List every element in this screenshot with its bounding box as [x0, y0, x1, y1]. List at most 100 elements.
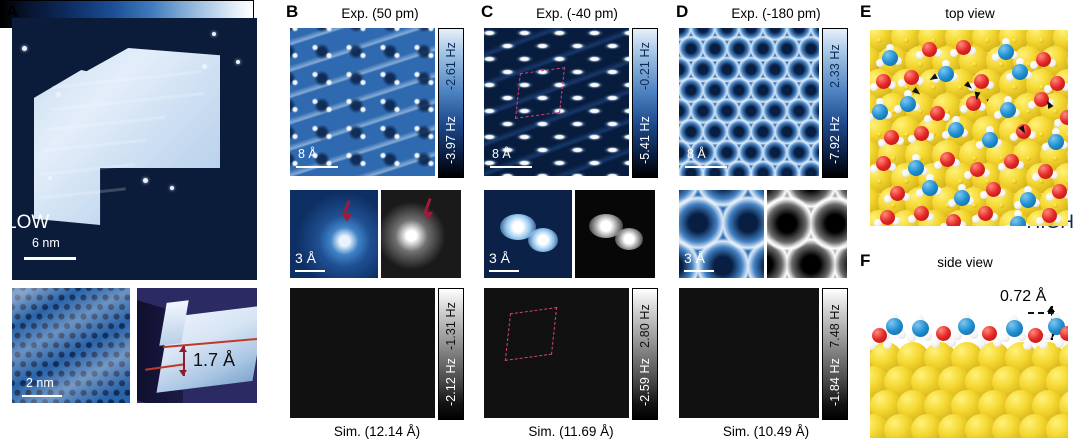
oxygen-atom [872, 328, 887, 343]
hydrogen-atom [969, 330, 978, 339]
gold-atom [1059, 390, 1068, 422]
panel-c-zoom-exp-image: 3 Å [484, 190, 572, 278]
hydrogen-atom [972, 215, 980, 223]
hydrogen-atom [870, 113, 874, 121]
panel-a-atomic-resolution-image: 2 nm [12, 288, 130, 403]
hydrogen-atom [894, 105, 902, 113]
panel-c-zoom-exp-lobe-small [528, 228, 558, 252]
oxygen-atom [880, 210, 895, 225]
gold-atom-small [998, 155, 1004, 161]
hydrogen-atom [1046, 99, 1054, 107]
hydrogen-atom [1052, 128, 1060, 136]
panel-c-sim-unitcell-marker [504, 307, 558, 361]
hydrogen-atom [931, 339, 940, 348]
nitrogen-atom [998, 44, 1014, 60]
hydrogen-atom [940, 223, 948, 226]
hydrogen-atom [947, 338, 956, 347]
gold-atom-small [904, 38, 909, 43]
gold-atom [1066, 92, 1068, 123]
panel-c-sim-colorbar: 2.80 Hz -2.59 Hz [632, 288, 658, 420]
hydrogen-atom [964, 171, 972, 179]
panel-c-sim-colorbar-bottom-label: -2.59 Hz [638, 357, 652, 407]
oxygen-atom [940, 152, 955, 167]
panel-c-exp-colorbar: -0.21 Hz -5.41 Hz [632, 28, 658, 178]
oxygen-atom [1034, 92, 1049, 107]
hydrogen-atom [1054, 119, 1062, 127]
gold-atom-small [1039, 179, 1044, 184]
gold-atom-small [904, 132, 909, 137]
gold-atom-small [917, 155, 923, 161]
nitrogen-atom [982, 132, 998, 148]
nitrogen-atom [948, 122, 964, 138]
hydrogen-atom [958, 221, 966, 226]
panel-f-height-label: 0.72 Å [1000, 288, 1047, 305]
hydrogen-atom [1004, 96, 1012, 104]
hydrogen-atom [976, 141, 984, 149]
hydrogen-atom [916, 51, 924, 59]
gold-atom [1066, 186, 1068, 217]
hydrogen-atom [898, 79, 906, 87]
gold-atom [1045, 414, 1068, 438]
hydrogen-atom [1050, 171, 1058, 179]
hydrogen-atom [986, 126, 994, 134]
panel-b-sim-title: Sim. (12.14 Å) [333, 424, 421, 439]
hydrogen-atom [886, 44, 894, 52]
hydrogen-atom [915, 315, 924, 324]
oxygen-atom [876, 156, 891, 171]
hydrogen-atom [952, 159, 960, 167]
hydrogen-atom [1032, 173, 1040, 181]
gold-atom-small [971, 61, 977, 67]
oxygen-atom [914, 126, 929, 141]
oxygen-atom [1028, 328, 1043, 343]
hydrogen-atom [1010, 51, 1018, 59]
panel-c-exp-title: Exp. (-40 pm) [536, 6, 618, 21]
oxygen-atom [890, 186, 905, 201]
panel-d-exp-scalebar [685, 166, 727, 168]
hydrogen-atom [926, 213, 934, 221]
hydrogen-atom [1055, 339, 1064, 348]
hydrogen-atom [1024, 71, 1032, 79]
gold-atom-small [931, 85, 936, 90]
hydrogen-atom [942, 60, 950, 68]
gold-atom [991, 414, 1024, 438]
hydrogen-atom [912, 103, 920, 111]
hydrogen-atom [992, 53, 1000, 61]
nitrogen-atom [886, 318, 903, 335]
hydrogen-atom [1014, 210, 1022, 218]
oxygen-atom [922, 42, 937, 57]
oxygen-atom [946, 214, 961, 226]
hydrogen-atom [980, 191, 988, 199]
panel-c-exp-image: 8 Å [484, 28, 629, 176]
panel-a-atomic-scalebar [22, 395, 62, 397]
gold-atom-small [998, 61, 1004, 67]
hydrogen-atom [1028, 131, 1036, 139]
gold-atom-small [1039, 132, 1044, 137]
hydrogen-atom [952, 116, 960, 124]
oxygen-atom [1038, 164, 1053, 179]
hydrogen-atom [993, 338, 1002, 347]
nitrogen-atom [1006, 320, 1023, 337]
hydrogen-atom [1046, 193, 1054, 201]
hydrogen-atom [977, 339, 986, 348]
hydrogen-atom [1010, 133, 1018, 141]
gold-atom-small [1052, 155, 1058, 161]
hydrogen-atom [912, 154, 920, 162]
panel-d-zoom-scalebar [684, 270, 714, 272]
hydrogen-atom [953, 331, 962, 340]
hydrogen-atom [932, 75, 940, 83]
oxygen-atom [914, 206, 929, 221]
gold-atom-small [1066, 132, 1068, 137]
gold-atom-small [890, 155, 896, 161]
panel-c-sim-colorbar-top-label: 2.80 Hz [638, 304, 652, 348]
hydrogen-atom [1001, 333, 1010, 342]
gold-atom-small [971, 155, 977, 161]
gold-atom [883, 414, 916, 438]
oxygen-atom [978, 206, 993, 221]
hydrogen-atom [942, 131, 950, 139]
panel-d-exp-scalebar-label: 8 Å [687, 147, 706, 161]
oxygen-atom [884, 130, 899, 145]
nitrogen-atom [912, 320, 929, 337]
hydrogen-atom [961, 313, 970, 322]
gold-atom-small [1012, 38, 1017, 43]
hydrogen-atom [934, 49, 942, 57]
